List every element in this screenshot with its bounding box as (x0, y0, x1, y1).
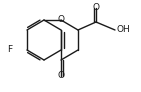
Text: F: F (7, 46, 13, 54)
Text: O: O (58, 71, 64, 80)
Text: O: O (58, 15, 64, 24)
Text: O: O (92, 3, 100, 13)
Text: OH: OH (116, 25, 130, 34)
